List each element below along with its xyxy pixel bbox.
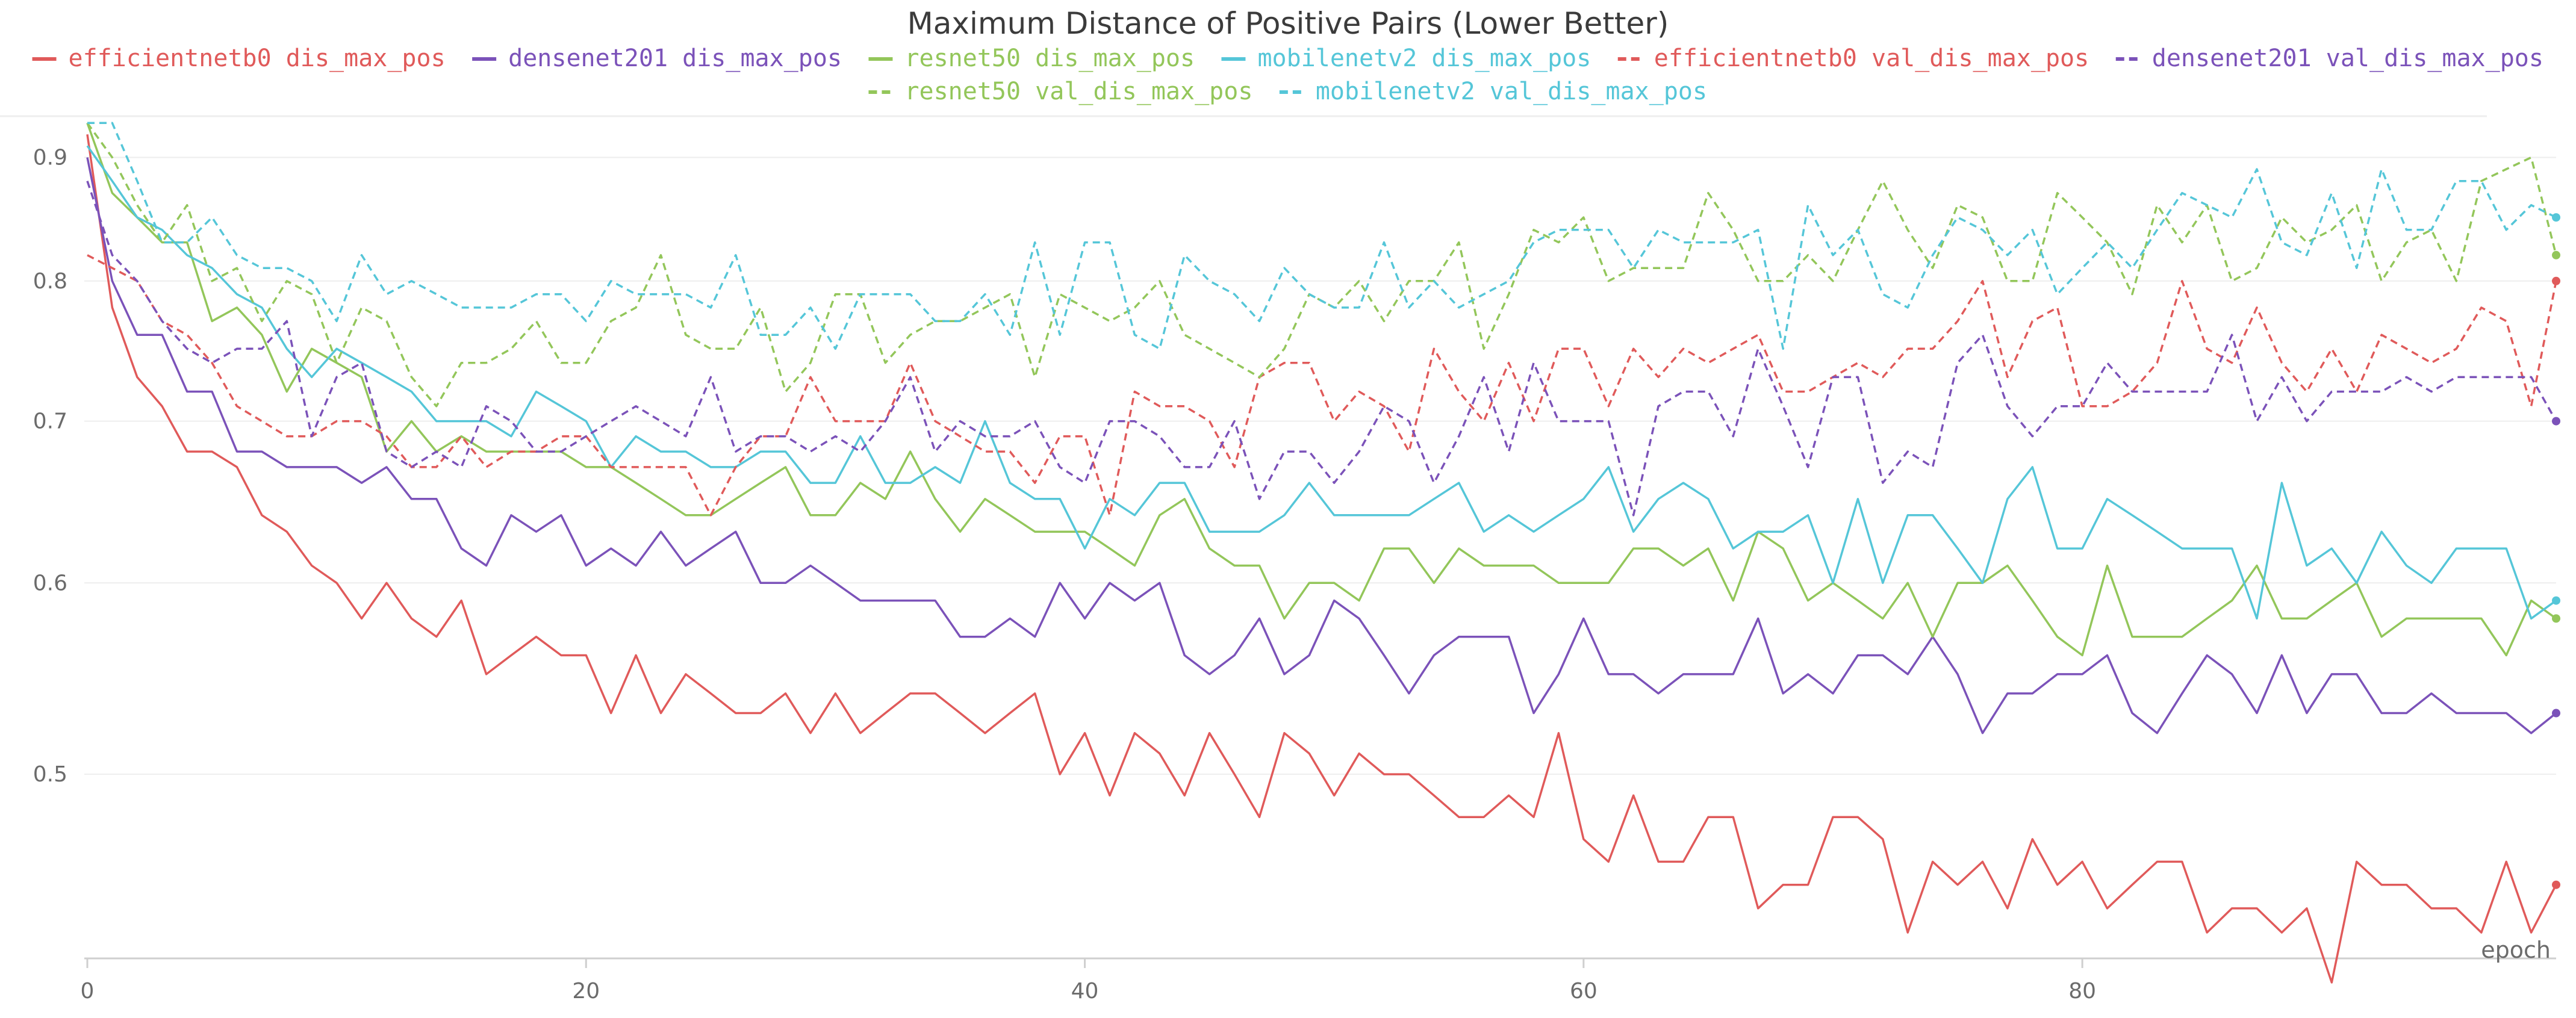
- x-tick-label: 40: [1071, 979, 1099, 1004]
- y-tick-label: 0.7: [33, 409, 67, 434]
- legend-entry[interactable]: efficientnetb0 val_dis_max_pos: [1654, 45, 2089, 72]
- legend: efficientnetb0 dis_max_pos densenet201 di…: [32, 45, 2543, 105]
- series-endpoints: [2552, 213, 2560, 889]
- series-line-efficientnetb0-dis_max_pos: [86, 134, 2557, 984]
- series-line-mobilenetv2-val_dis_max_pos: [87, 122, 2557, 350]
- series-lines: [86, 122, 2557, 984]
- x-tick-label: 80: [2068, 979, 2096, 1004]
- series-endpoint: [2552, 709, 2560, 718]
- series-endpoint: [2552, 596, 2560, 605]
- y-tick-label: 0.8: [33, 269, 67, 294]
- x-axis: 0 20 40 60 80: [81, 957, 2556, 1004]
- series-line-densenet201-val_dis_max_pos: [86, 181, 2557, 517]
- x-tick-label: 60: [1570, 979, 1598, 1004]
- chart-title: Maximum Distance of Positive Pairs (Lowe…: [907, 6, 1669, 41]
- series-endpoint: [2552, 614, 2560, 623]
- series-line-resnet50-dis_max_pos: [86, 122, 2557, 657]
- series-line-efficientnetb0-val_dis_max_pos: [87, 254, 2557, 517]
- series-endpoint: [2552, 276, 2560, 285]
- legend-entry[interactable]: densenet201 dis_max_pos: [508, 45, 842, 72]
- y-tick-label: 0.6: [33, 571, 67, 595]
- x-axis-label: epoch: [2481, 937, 2551, 963]
- y-axis: 0.5 0.6 0.7 0.8 0.9: [33, 146, 67, 787]
- series-line-densenet201-dis_max_pos: [86, 157, 2557, 734]
- gridlines: [84, 157, 2556, 775]
- series-endpoint: [2552, 880, 2560, 889]
- series-line-mobilenetv2-dis_max_pos: [86, 145, 2557, 620]
- legend-entry[interactable]: mobilenetv2 val_dis_max_pos: [1316, 78, 1707, 105]
- legend-entry[interactable]: mobilenetv2 dis_max_pos: [1257, 45, 1591, 72]
- y-tick-label: 0.5: [33, 762, 67, 787]
- legend-entry[interactable]: resnet50 val_dis_max_pos: [904, 78, 1252, 105]
- series-endpoint: [2552, 213, 2560, 222]
- legend-entry[interactable]: resnet50 dis_max_pos: [904, 45, 1195, 72]
- series-endpoint: [2552, 250, 2560, 259]
- y-tick-label: 0.9: [33, 146, 67, 170]
- legend-entry[interactable]: densenet201 val_dis_max_pos: [2152, 45, 2543, 72]
- series-endpoint: [2552, 417, 2560, 426]
- x-tick-label: 20: [572, 979, 600, 1004]
- legend-entry[interactable]: efficientnetb0 dis_max_pos: [69, 45, 446, 72]
- x-tick-label: 0: [81, 979, 95, 1004]
